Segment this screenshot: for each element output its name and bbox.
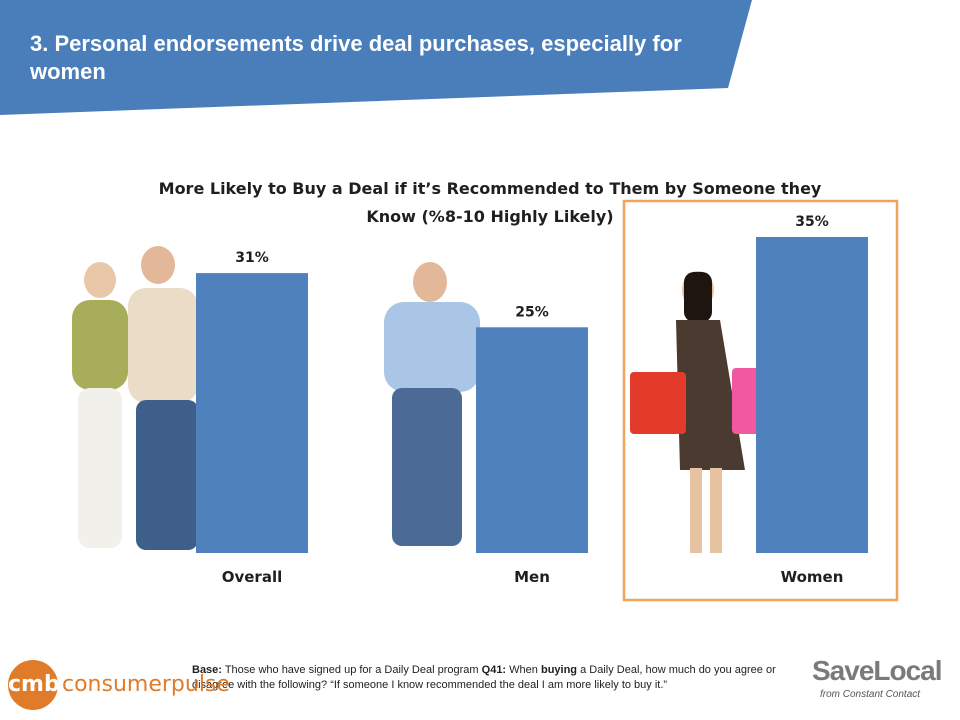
question-text-2: a Daily Deal, how much do you agree or d… xyxy=(192,664,776,691)
photo-man xyxy=(384,262,480,546)
value-label-overall: 31% xyxy=(235,250,269,266)
savelocal-logo-text: SaveLocal xyxy=(812,655,943,686)
savelocal-logo: SaveLocal from Constant Contact xyxy=(812,655,952,710)
page-title: 3. Personal endorsements drive deal purc… xyxy=(30,31,682,84)
category-label-men: Men xyxy=(514,568,550,586)
question-bold: buying xyxy=(540,664,578,676)
value-label-men: 25% xyxy=(515,304,549,320)
chart-title: More Likely to Buy a Deal if it’s Recomm… xyxy=(158,179,822,226)
footnote: Base: Those who have signed up for a Dai… xyxy=(192,663,804,693)
bar-women xyxy=(756,237,868,553)
question-label: Q41: xyxy=(481,664,507,676)
bar-overall xyxy=(196,273,308,553)
savelocal-logo-sub: from Constant Contact xyxy=(820,689,921,700)
bar-value-labels: 31% 25% 35% xyxy=(235,214,829,320)
category-labels: Overall Men Women xyxy=(222,568,844,586)
category-label-overall: Overall xyxy=(222,568,283,586)
photo-couple xyxy=(72,246,198,550)
bars xyxy=(196,237,868,553)
title-banner xyxy=(0,0,752,115)
cmb-logo-mark: cmb xyxy=(8,660,60,710)
value-label-women: 35% xyxy=(795,214,829,230)
category-label-women: Women xyxy=(781,568,844,586)
cmb-logo-text: consumerpulse xyxy=(62,672,230,697)
base-text: Those who have signed up for a Daily Dea… xyxy=(221,664,482,676)
bar-men xyxy=(476,327,588,553)
question-text-1: When xyxy=(506,664,541,676)
cmb-consumerpulse-logo: cmb consumerpulse xyxy=(8,660,230,712)
base-label: Base: xyxy=(192,664,222,676)
women-highlight-box xyxy=(622,199,899,602)
